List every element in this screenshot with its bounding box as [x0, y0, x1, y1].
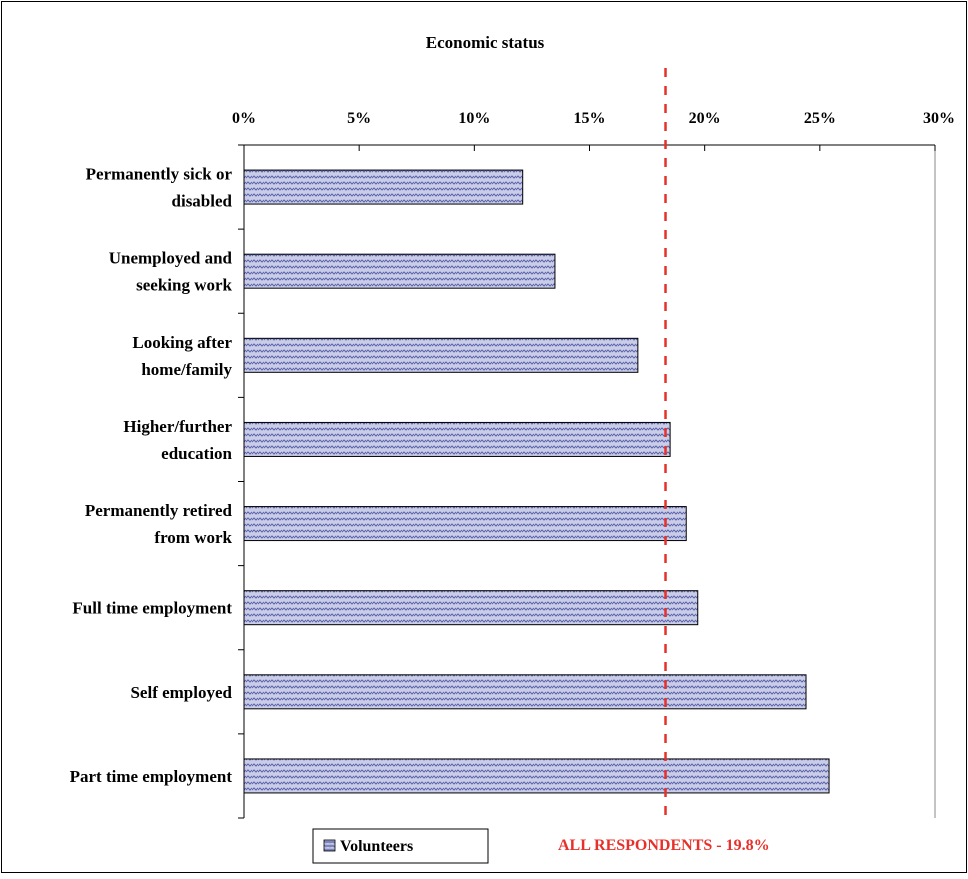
category-label: Permanently retired from work [85, 501, 233, 547]
x-tick-label: 5% [347, 110, 371, 127]
category-label: Full time employment [72, 599, 232, 618]
x-tick-label: 25% [804, 110, 836, 127]
category-labels: Permanently sick or disabled Unemployed an… [70, 165, 233, 786]
bar [243, 758, 830, 794]
x-tick-label: 0% [232, 110, 256, 127]
category-label: Permanently sick or disabled [86, 165, 233, 211]
category-label: Self employed [130, 683, 232, 702]
bar [243, 674, 807, 710]
category-label: Part time employment [70, 767, 233, 786]
bar [243, 169, 524, 205]
x-axis-ticks: 0% 5% 10% 15% 20% 25% 30% [232, 110, 955, 151]
category-label: Looking after home/family [132, 333, 232, 379]
bar [243, 421, 671, 457]
category-label: Higher/further education [123, 417, 232, 463]
bars [243, 169, 830, 794]
legend-entry-label: Volunteers [340, 838, 413, 855]
x-tick-label: 10% [458, 110, 490, 127]
x-tick-label: 20% [689, 110, 721, 127]
legend-swatch [323, 839, 336, 852]
bar [243, 337, 639, 373]
x-tick-label: 15% [574, 110, 606, 127]
bar [243, 506, 687, 542]
legend-box [312, 828, 489, 864]
reference-line-label: ALL RESPONDENTS - 19.8% [558, 837, 770, 854]
x-tick-label: 30% [923, 110, 955, 127]
y-axis-ticks [238, 144, 244, 819]
chart-title: Economic status [426, 33, 545, 52]
bar [243, 590, 699, 626]
bar [243, 253, 556, 289]
legend: Volunteers [312, 828, 489, 864]
plot-frame [243, 144, 936, 818]
category-label: Unemployed and seeking work [109, 249, 233, 295]
